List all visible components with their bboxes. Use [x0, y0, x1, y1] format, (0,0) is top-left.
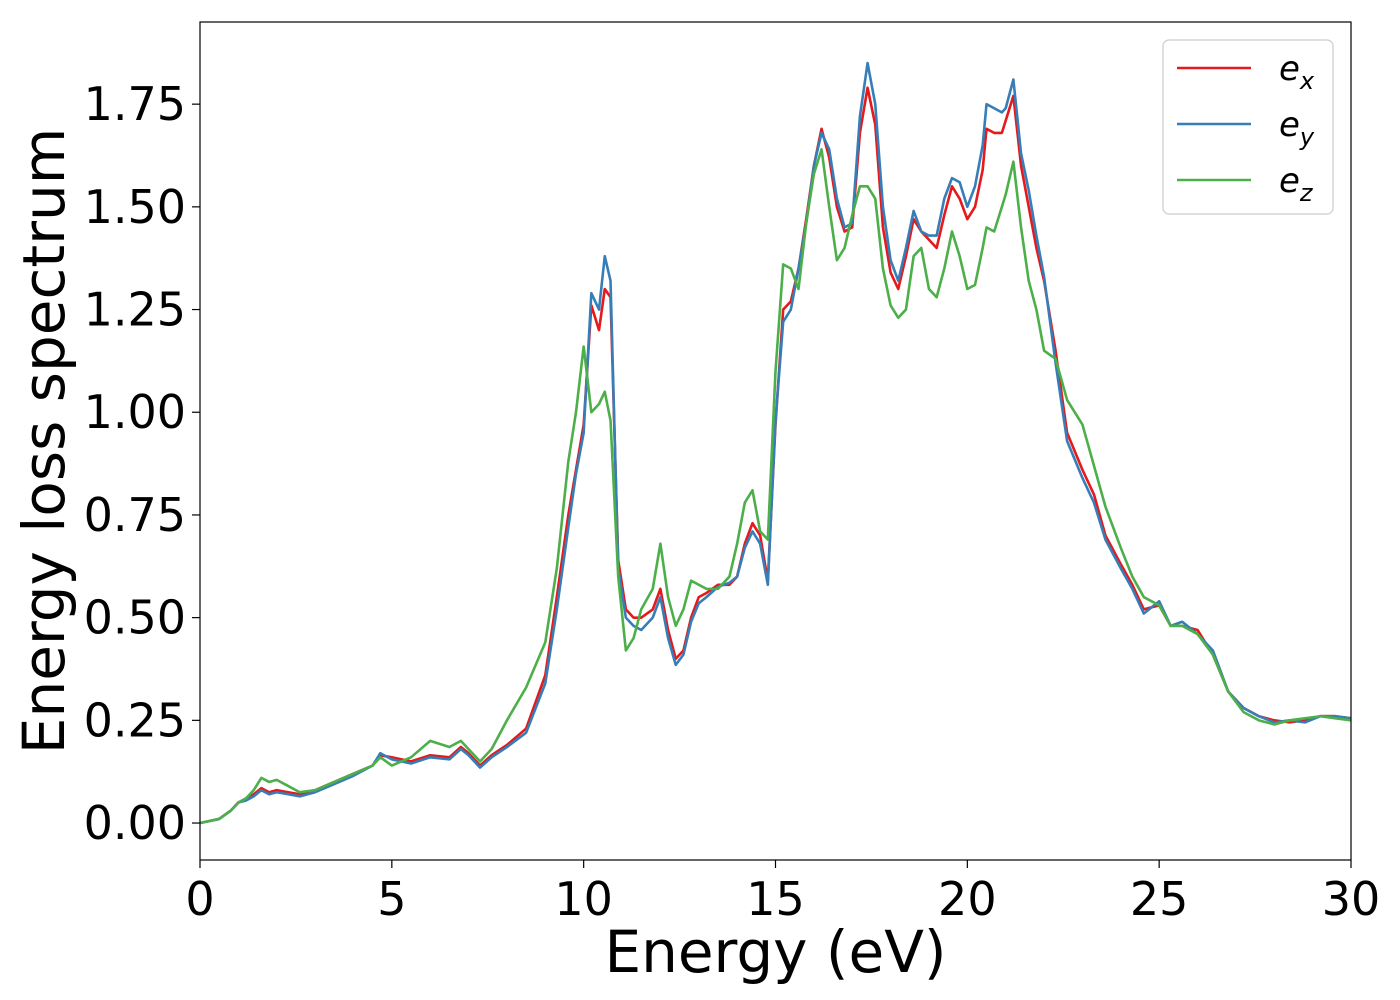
y-axis-title: Energy loss spectrum — [10, 128, 78, 754]
x-tick-label: 5 — [377, 872, 406, 926]
legend-box — [1162, 39, 1334, 215]
legend-label-subscript: x — [1299, 67, 1315, 95]
legend-label-subscript: z — [1299, 179, 1314, 207]
x-tick-label: 30 — [1322, 872, 1381, 926]
x-tick-label: 20 — [938, 872, 997, 926]
y-tick-label: 1.75 — [84, 77, 186, 131]
legend-label-subscript: y — [1299, 123, 1315, 151]
x-axis-title: Energy (eV) — [604, 918, 946, 986]
series-line-ey — [200, 61, 1351, 825]
y-tick-label: 0.25 — [84, 693, 186, 747]
y-tick-label: 1.25 — [84, 283, 186, 337]
y-tick-label: 0.75 — [84, 488, 186, 542]
series-line-ez — [200, 148, 1351, 825]
y-tick-label: 0.00 — [84, 796, 186, 850]
x-tick-label: 15 — [746, 872, 805, 926]
y-tick-label: 1.50 — [84, 180, 186, 234]
y-axis: 0.00 0.25 0.50 0.75 1.00 1.25 1.50 1.75 — [84, 77, 200, 850]
legend-item-ex: ex — [1177, 49, 1315, 95]
x-axis: 0 5 10 15 20 25 30 — [185, 860, 1380, 926]
y-tick-label: 0.50 — [84, 591, 186, 645]
plot-lines — [200, 61, 1351, 825]
x-tick-label: 25 — [1130, 872, 1189, 926]
x-tick-label: 10 — [554, 872, 613, 926]
series-line-ex — [200, 86, 1351, 825]
y-tick-label: 1.00 — [84, 385, 186, 439]
x-tick-label: 0 — [185, 872, 214, 926]
